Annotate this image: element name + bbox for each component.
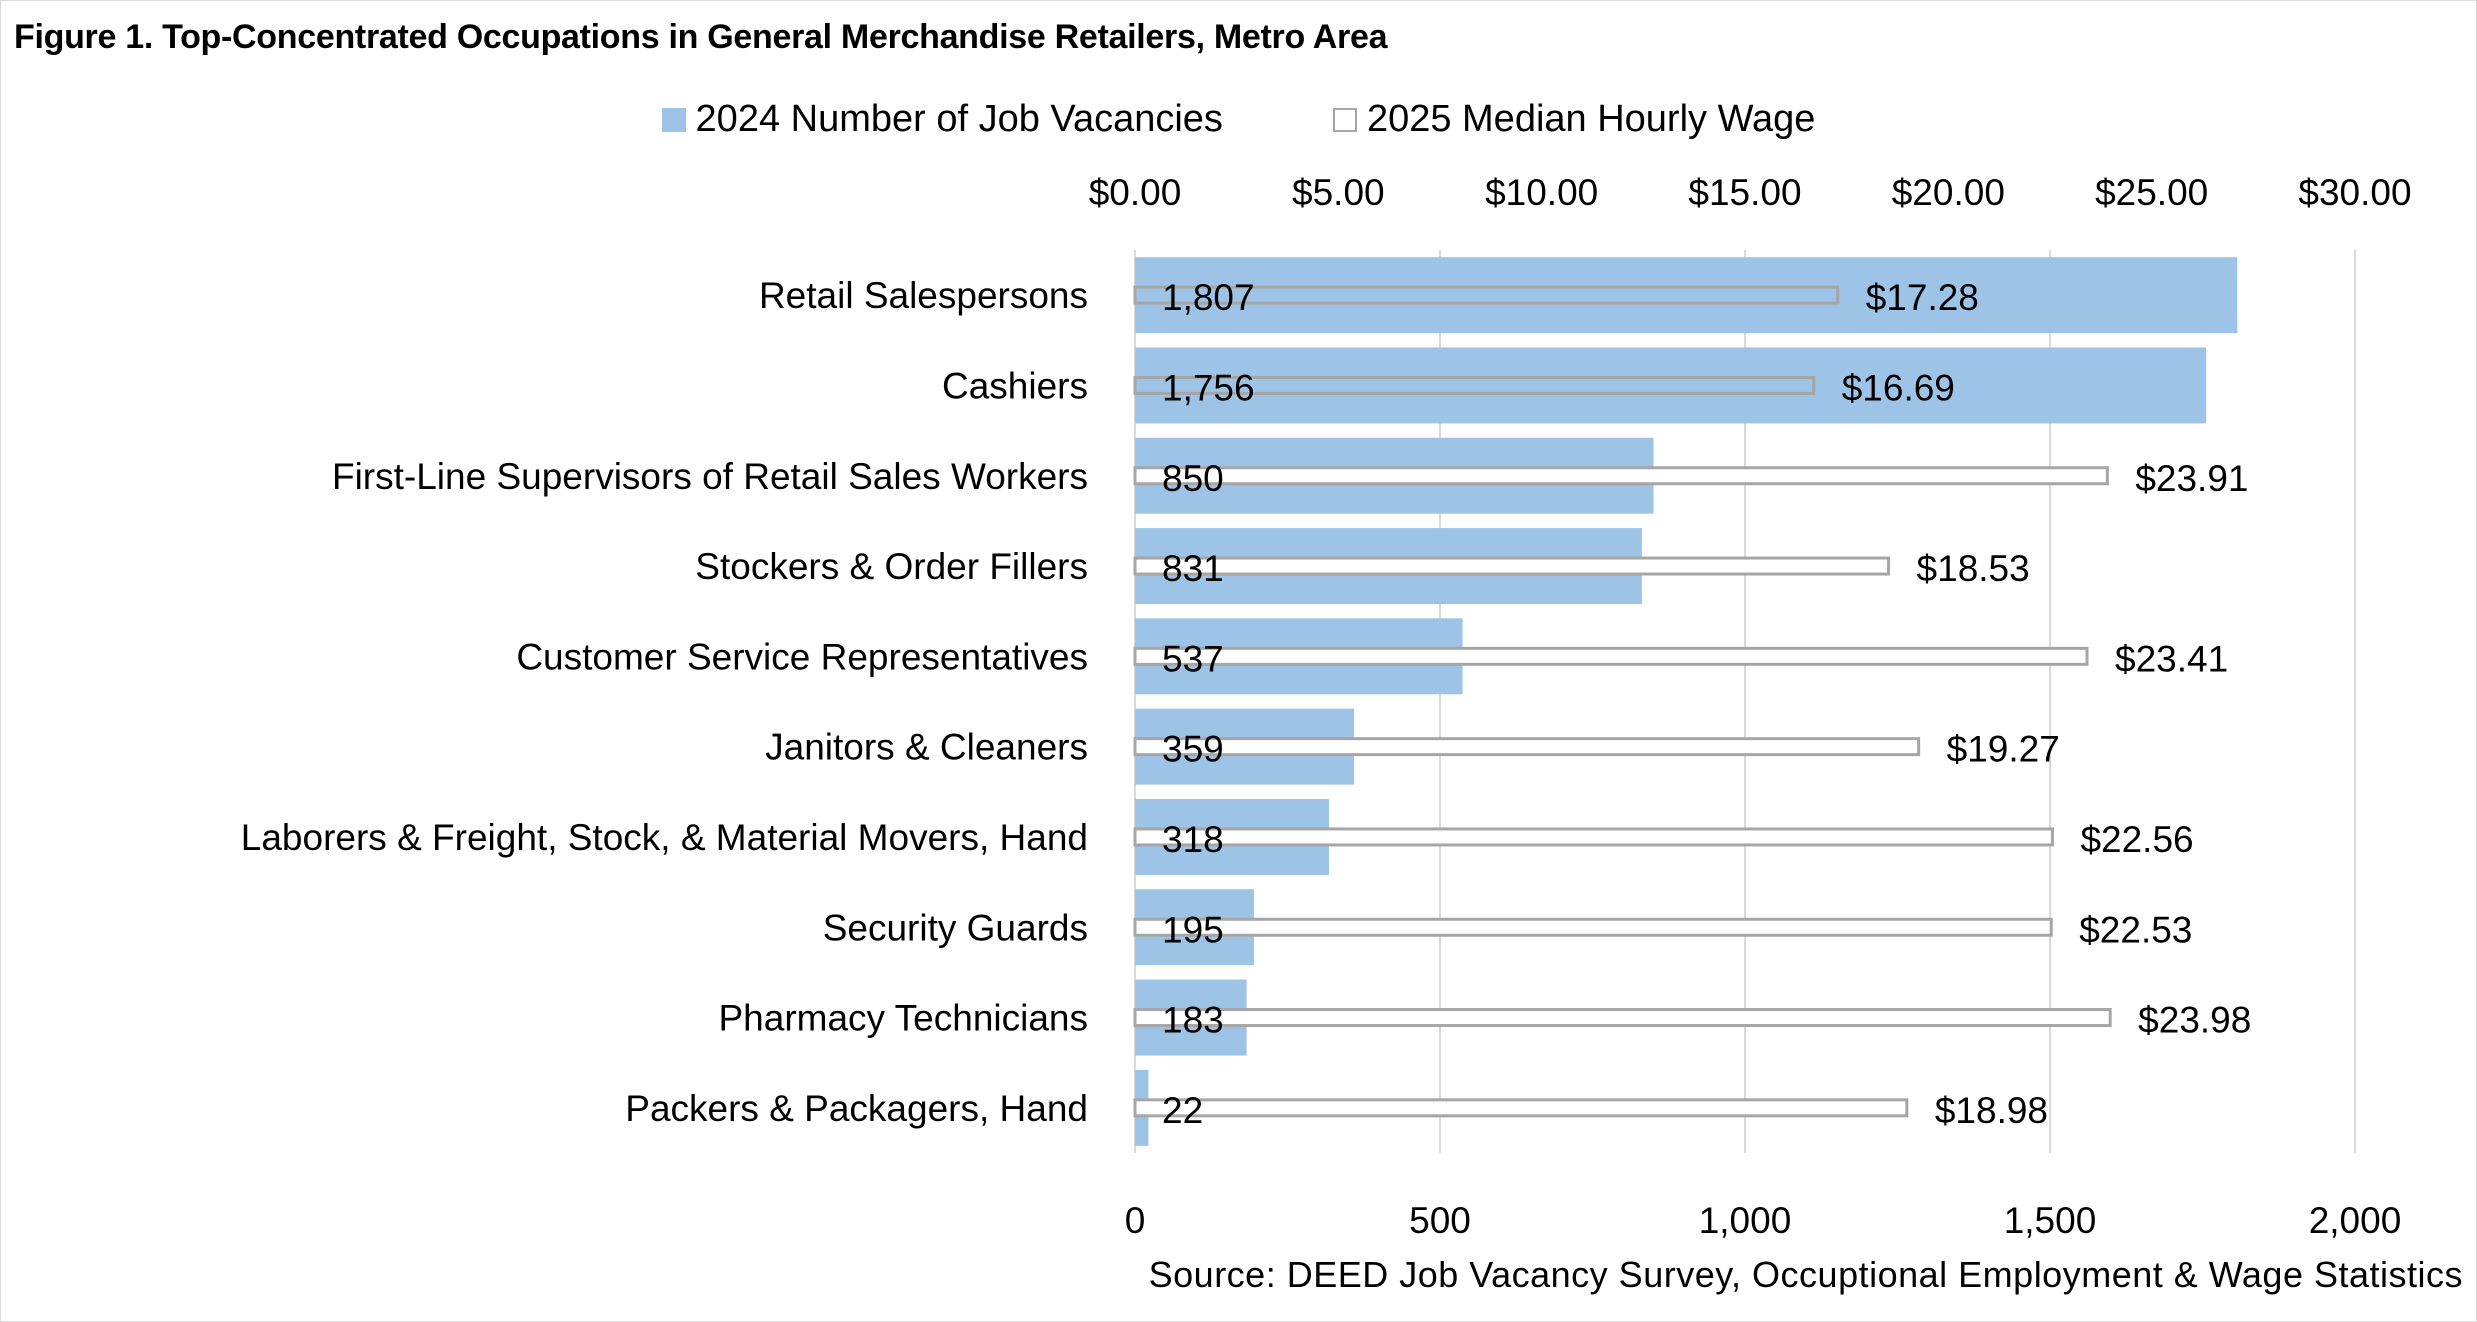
vacancy-data-label: 831 xyxy=(1162,548,1224,589)
top-axis-tick-label: $30.00 xyxy=(2298,172,2411,213)
wage-data-label: $16.69 xyxy=(1842,367,1955,408)
vacancy-data-label: 1,807 xyxy=(1162,277,1255,318)
bottom-axis-tick-label: 0 xyxy=(1125,1200,1146,1241)
legend: 2024 Number of Job Vacancies 2025 Median… xyxy=(0,98,2477,141)
wage-bar xyxy=(1133,917,2053,937)
vacancy-bar xyxy=(1135,347,2207,424)
wage-bar xyxy=(1133,375,1816,395)
wage-data-label: $18.98 xyxy=(1935,1090,2048,1131)
bottom-axis-tick-label: 2,000 xyxy=(2309,1200,2402,1241)
wage-data-label: $22.53 xyxy=(2079,909,2192,950)
wage-data-label: $18.53 xyxy=(1917,548,2030,589)
legend-label-wage: 2025 Median Hourly Wage xyxy=(1366,98,1816,140)
top-axis-tick-label: $15.00 xyxy=(1688,172,1801,213)
category-label: Cashiers xyxy=(942,365,1088,406)
vacancy-data-label: 318 xyxy=(1162,819,1224,860)
category-label: Pharmacy Technicians xyxy=(719,998,1089,1039)
bottom-axis-tick-label: 1,000 xyxy=(1699,1200,1792,1241)
vacancy-data-label: 22 xyxy=(1162,1090,1203,1131)
bottom-axis-tick-label: 1,500 xyxy=(2004,1200,2097,1241)
top-axis-tick-label: $5.00 xyxy=(1292,172,1385,213)
wage-bar xyxy=(1133,1008,2112,1028)
vacancy-data-label: 183 xyxy=(1162,1000,1224,1041)
category-label: Retail Salespersons xyxy=(759,275,1088,316)
wage-data-label: $22.56 xyxy=(2080,819,2193,860)
vacancy-data-label: 195 xyxy=(1162,909,1224,950)
legend-item-wage: 2025 Median Hourly Wage xyxy=(1332,98,1816,141)
vacancy-data-label: 537 xyxy=(1162,638,1224,679)
wage-bar xyxy=(1133,737,1921,757)
chart-title: Figure 1. Top-Concentrated Occupations i… xyxy=(14,18,1388,56)
category-label: Security Guards xyxy=(823,907,1088,948)
category-label: Laborers & Freight, Stock, & Material Mo… xyxy=(241,817,1088,858)
category-label: Packers & Packagers, Hand xyxy=(625,1088,1088,1129)
category-label: Customer Service Representatives xyxy=(516,636,1088,677)
legend-swatch-vacancies xyxy=(661,107,686,132)
wage-bar xyxy=(1133,1098,1909,1118)
legend-swatch-wage xyxy=(1332,107,1357,132)
wage-data-label: $17.28 xyxy=(1866,277,1979,318)
category-label: Stockers & Order Fillers xyxy=(695,546,1088,587)
vacancy-data-label: 359 xyxy=(1162,729,1224,770)
top-axis-tick-label: $10.00 xyxy=(1485,172,1598,213)
vacancy-data-label: 1,756 xyxy=(1162,367,1255,408)
vacancy-bar xyxy=(1135,257,2238,334)
wage-data-label: $23.41 xyxy=(2115,638,2228,679)
top-axis-tick-label: $0.00 xyxy=(1089,172,1182,213)
wage-bar xyxy=(1133,556,1891,576)
legend-item-vacancies: 2024 Number of Job Vacancies xyxy=(661,98,1223,141)
wage-bar xyxy=(1133,646,2089,666)
bottom-axis-tick-label: 500 xyxy=(1409,1200,1471,1241)
legend-label-vacancies: 2024 Number of Job Vacancies xyxy=(695,98,1223,140)
category-label: Janitors & Cleaners xyxy=(765,727,1088,768)
wage-data-label: $19.27 xyxy=(1947,729,2060,770)
wage-bar xyxy=(1133,285,1840,305)
wage-data-label: $23.91 xyxy=(2135,458,2248,499)
wage-bar xyxy=(1133,466,2109,486)
top-axis-tick-label: $25.00 xyxy=(2095,172,2208,213)
top-axis-tick-label: $20.00 xyxy=(1892,172,2005,213)
category-label: First-Line Supervisors of Retail Sales W… xyxy=(332,456,1088,497)
wage-bar xyxy=(1133,827,2054,847)
source-note: Source: DEED Job Vacancy Survey, Occupti… xyxy=(1148,1254,2463,1295)
wage-data-label: $23.98 xyxy=(2138,1000,2251,1041)
vacancy-data-label: 850 xyxy=(1162,458,1224,499)
